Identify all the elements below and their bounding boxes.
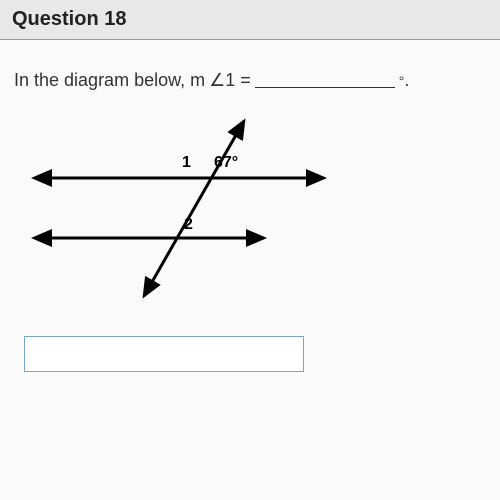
transversal-line	[144, 121, 244, 296]
angle-value-label: 67°	[214, 154, 238, 172]
angle-2-label: 2	[184, 216, 193, 234]
angle-number: 1 =	[225, 70, 251, 91]
angle-symbol: ∠	[209, 70, 225, 91]
answer-input[interactable]	[24, 336, 304, 372]
angle-1-label: 1	[182, 154, 191, 172]
diagram: 1 67° 2	[24, 116, 344, 306]
period: .	[404, 70, 409, 91]
question-header: Question 18	[0, 0, 500, 40]
question-text: In the diagram below, m ∠ 1 = ° .	[14, 70, 486, 91]
question-title: Question 18	[12, 8, 126, 30]
blank-line	[255, 87, 395, 88]
geometry-svg	[24, 116, 344, 306]
content-area: In the diagram below, m ∠ 1 = ° . 1 67° …	[0, 40, 500, 500]
question-prefix: In the diagram below, m	[14, 70, 205, 91]
